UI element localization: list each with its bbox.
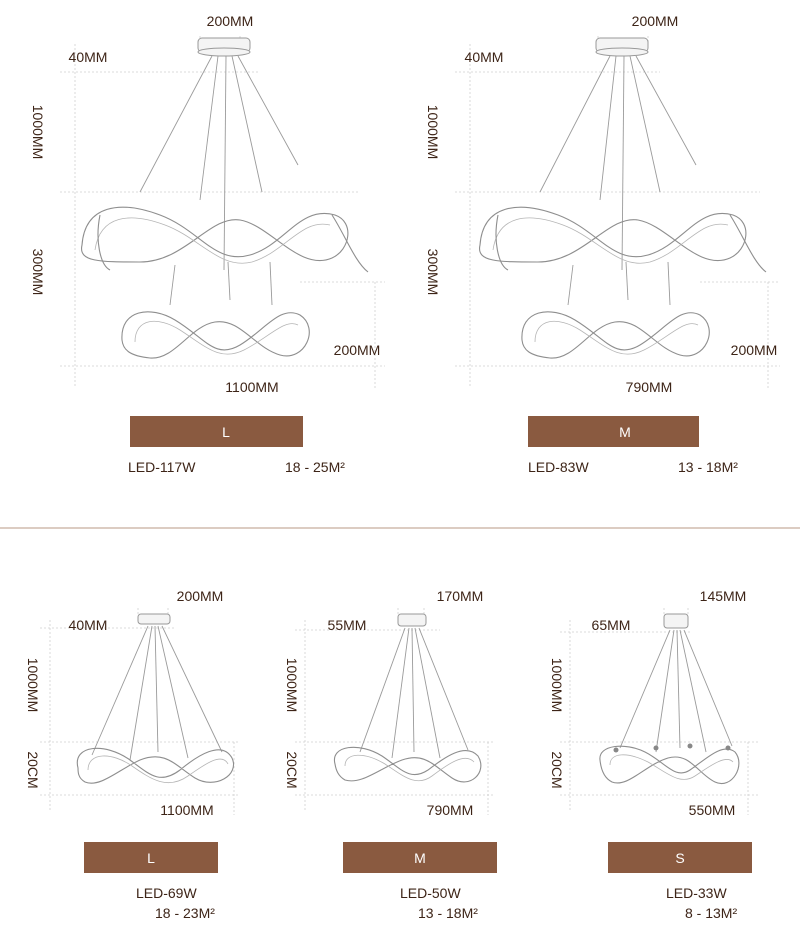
- hang-length-label: 1000MM: [30, 105, 46, 159]
- size-badge: [608, 842, 752, 873]
- lower-height-label: 200MM: [334, 342, 381, 358]
- canopy-height-label: 40MM: [465, 49, 504, 65]
- size-badge-label: S: [675, 850, 684, 866]
- canopy-icon: [137, 613, 171, 625]
- ring-height-label: 20CM: [284, 751, 300, 788]
- hang-length-label: 1000MM: [425, 105, 441, 159]
- power-label: LED-50W: [400, 885, 461, 901]
- width-label: 790MM: [427, 802, 474, 818]
- area-label: 13 - 18M²: [418, 905, 478, 921]
- size-badge-label: M: [619, 424, 631, 440]
- power-label: LED-69W: [136, 885, 197, 901]
- canopy-height-label: 40MM: [69, 49, 108, 65]
- size-badge: [343, 842, 497, 873]
- canopy-width-label: 200MM: [207, 13, 254, 29]
- canopy-width-label: 200MM: [177, 588, 224, 604]
- tier-spacing-label: 300MM: [425, 249, 441, 296]
- ring-height-label: 20CM: [549, 751, 565, 788]
- lower-height-label: 200MM: [731, 342, 778, 358]
- size-badge: [130, 416, 303, 447]
- area-label: 13 - 18M²: [678, 459, 738, 475]
- area-label: 18 - 23M²: [155, 905, 215, 921]
- power-label: LED-83W: [528, 459, 589, 475]
- width-label: 550MM: [689, 802, 736, 818]
- canopy-icon: [663, 613, 689, 629]
- size-badge: [84, 842, 218, 873]
- canopy-height-label: 65MM: [592, 617, 631, 633]
- size-badge: [528, 416, 699, 447]
- two-tier-medium-diagram: 200MM 40MM 1000MM 300MM 200MM 790MM M LE…: [425, 13, 780, 475]
- tier-spacing-label: 300MM: [30, 249, 46, 296]
- single-ring-small-diagram: 145MM 65MM 1000MM 20CM 550MM S LED-33W 8…: [549, 588, 760, 921]
- power-label: LED-33W: [666, 885, 727, 901]
- size-badge-label: L: [147, 850, 155, 866]
- hang-length-label: 1000MM: [25, 658, 41, 712]
- width-label: 790MM: [626, 379, 673, 395]
- area-label: 18 - 25M²: [285, 459, 345, 475]
- two-tier-large-diagram: 200MM 40MM 1000MM 300MM 200MM 1100MM L L…: [30, 13, 385, 475]
- size-badge-label: L: [222, 424, 230, 440]
- canopy-height-label: 40MM: [69, 617, 108, 633]
- single-ring-medium-diagram: 170MM 55MM 1000MM 20CM 790MM M LED-50W 1…: [284, 588, 497, 921]
- canopy-height-label: 55MM: [328, 617, 367, 633]
- canopy-width-label: 170MM: [437, 588, 484, 604]
- canopy-icon: [397, 613, 427, 627]
- hang-length-label: 1000MM: [284, 658, 300, 712]
- ring-height-label: 20CM: [25, 751, 41, 788]
- power-label: LED-117W: [128, 459, 196, 475]
- single-ring-large-diagram: 200MM 40MM 1000MM 20CM 1100MM L LED-69W …: [25, 588, 240, 921]
- width-label: 1100MM: [225, 379, 278, 395]
- size-badge-label: M: [414, 850, 426, 866]
- area-label: 8 - 13M²: [685, 905, 737, 921]
- canopy-width-label: 145MM: [700, 588, 747, 604]
- hang-length-label: 1000MM: [549, 658, 565, 712]
- width-label: 1100MM: [160, 802, 213, 818]
- canopy-width-label: 200MM: [632, 13, 679, 29]
